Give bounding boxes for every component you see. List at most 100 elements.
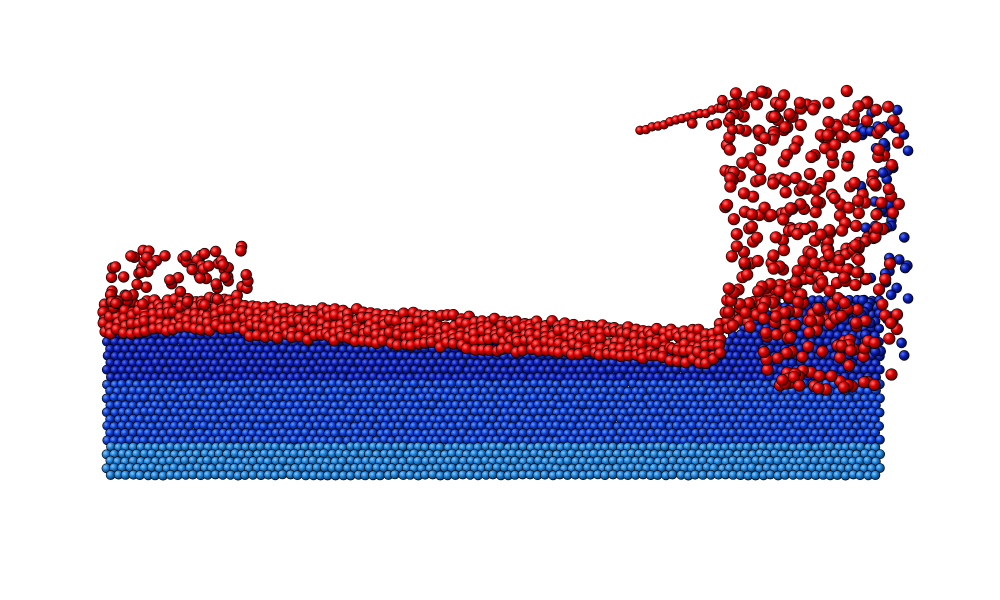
surface-particle — [728, 99, 738, 109]
surface-particle — [869, 379, 881, 391]
surface-particle — [785, 332, 797, 344]
surface-particle — [726, 112, 736, 122]
surface-particle — [869, 178, 881, 190]
surface-particle — [805, 315, 817, 327]
surface-particle — [892, 137, 904, 149]
surface-particle — [200, 300, 211, 311]
bulk-particle — [653, 470, 662, 479]
surface-particle — [146, 260, 157, 271]
surface-particle — [212, 294, 223, 305]
bulk-particle — [293, 471, 302, 480]
surface-particle — [808, 104, 820, 116]
surface-particle — [687, 119, 697, 129]
bulk-particle — [878, 168, 888, 178]
surface-particle — [715, 347, 726, 358]
surface-particle — [740, 307, 752, 319]
surface-particle — [882, 101, 894, 113]
surface-particle — [850, 240, 862, 252]
bulk-particle — [833, 470, 842, 479]
surface-particle — [774, 285, 786, 297]
surface-particle — [792, 296, 804, 308]
bulk-particle — [376, 471, 385, 480]
surface-particle — [809, 257, 821, 269]
surface-particle — [220, 272, 231, 283]
surface-particle — [886, 369, 898, 381]
surface-particle — [797, 181, 809, 193]
surface-particle — [106, 272, 117, 283]
surface-particle — [861, 115, 873, 127]
surface-particle — [871, 209, 883, 221]
surface-particle — [836, 225, 848, 237]
surface-particle — [841, 85, 853, 97]
surface-particle — [164, 275, 175, 286]
surface-particle — [717, 95, 727, 105]
surface-particle — [778, 214, 790, 226]
surface-particle — [780, 175, 792, 187]
surface-particle — [744, 321, 756, 333]
surface-particle — [824, 285, 836, 297]
surface-particle — [802, 341, 814, 353]
surface-particle — [792, 228, 804, 240]
surface-particle — [757, 303, 769, 315]
bulk-particle — [540, 470, 549, 479]
surface-particle — [746, 209, 758, 221]
surface-particle — [731, 228, 743, 240]
surface-particle — [789, 319, 801, 331]
surface-particle — [199, 248, 210, 259]
surface-particle — [823, 97, 835, 109]
surface-particle — [845, 345, 857, 357]
surface-particle — [873, 284, 885, 296]
surface-particle — [137, 299, 148, 310]
surface-particle — [823, 116, 835, 128]
surface-particle — [768, 178, 780, 190]
surface-particle — [203, 261, 214, 272]
surface-particle — [727, 125, 737, 135]
surface-particle — [759, 132, 771, 144]
surface-particle — [746, 221, 758, 233]
surface-particle — [851, 267, 863, 279]
surface-particle — [817, 346, 829, 358]
surface-particle — [758, 346, 770, 358]
surface-particle — [211, 279, 222, 290]
bulk-particle — [886, 290, 896, 300]
surface-particle — [884, 258, 896, 270]
surface-particle — [118, 272, 129, 283]
surface-particle — [723, 283, 735, 295]
surface-particle — [125, 251, 136, 262]
surface-particle — [738, 188, 750, 200]
surface-particle — [752, 255, 764, 267]
surface-particle — [727, 320, 739, 332]
surface-particle — [843, 151, 855, 163]
surface-particle — [858, 376, 870, 388]
surface-particle — [850, 317, 862, 329]
surface-particle — [806, 151, 818, 163]
surface-particle — [770, 232, 782, 244]
surface-particle — [778, 244, 790, 256]
surface-particle — [879, 273, 891, 285]
surface-particle — [804, 168, 816, 180]
surface-particle — [724, 144, 736, 156]
surface-particle — [187, 264, 198, 275]
bulk-particle — [856, 471, 865, 480]
surface-particle — [182, 296, 193, 307]
bulk-particle — [390, 470, 399, 479]
bulk-particle — [903, 294, 913, 304]
surface-particle — [780, 187, 792, 199]
surface-particle — [790, 276, 802, 288]
surface-particle — [838, 272, 850, 284]
surface-particle — [876, 197, 888, 209]
surface-particle — [770, 311, 782, 323]
surface-particle — [739, 257, 751, 269]
surface-particle — [813, 303, 825, 315]
surface-particle — [886, 159, 898, 171]
bulk-particle — [871, 471, 880, 480]
surface-particle — [839, 297, 851, 309]
surface-particle — [834, 352, 846, 364]
surface-particle — [829, 139, 841, 151]
surface-particle — [777, 374, 789, 386]
surface-particle — [826, 149, 838, 161]
surface-particle — [884, 333, 896, 345]
surface-particle — [771, 329, 783, 341]
surface-particle — [784, 108, 796, 120]
